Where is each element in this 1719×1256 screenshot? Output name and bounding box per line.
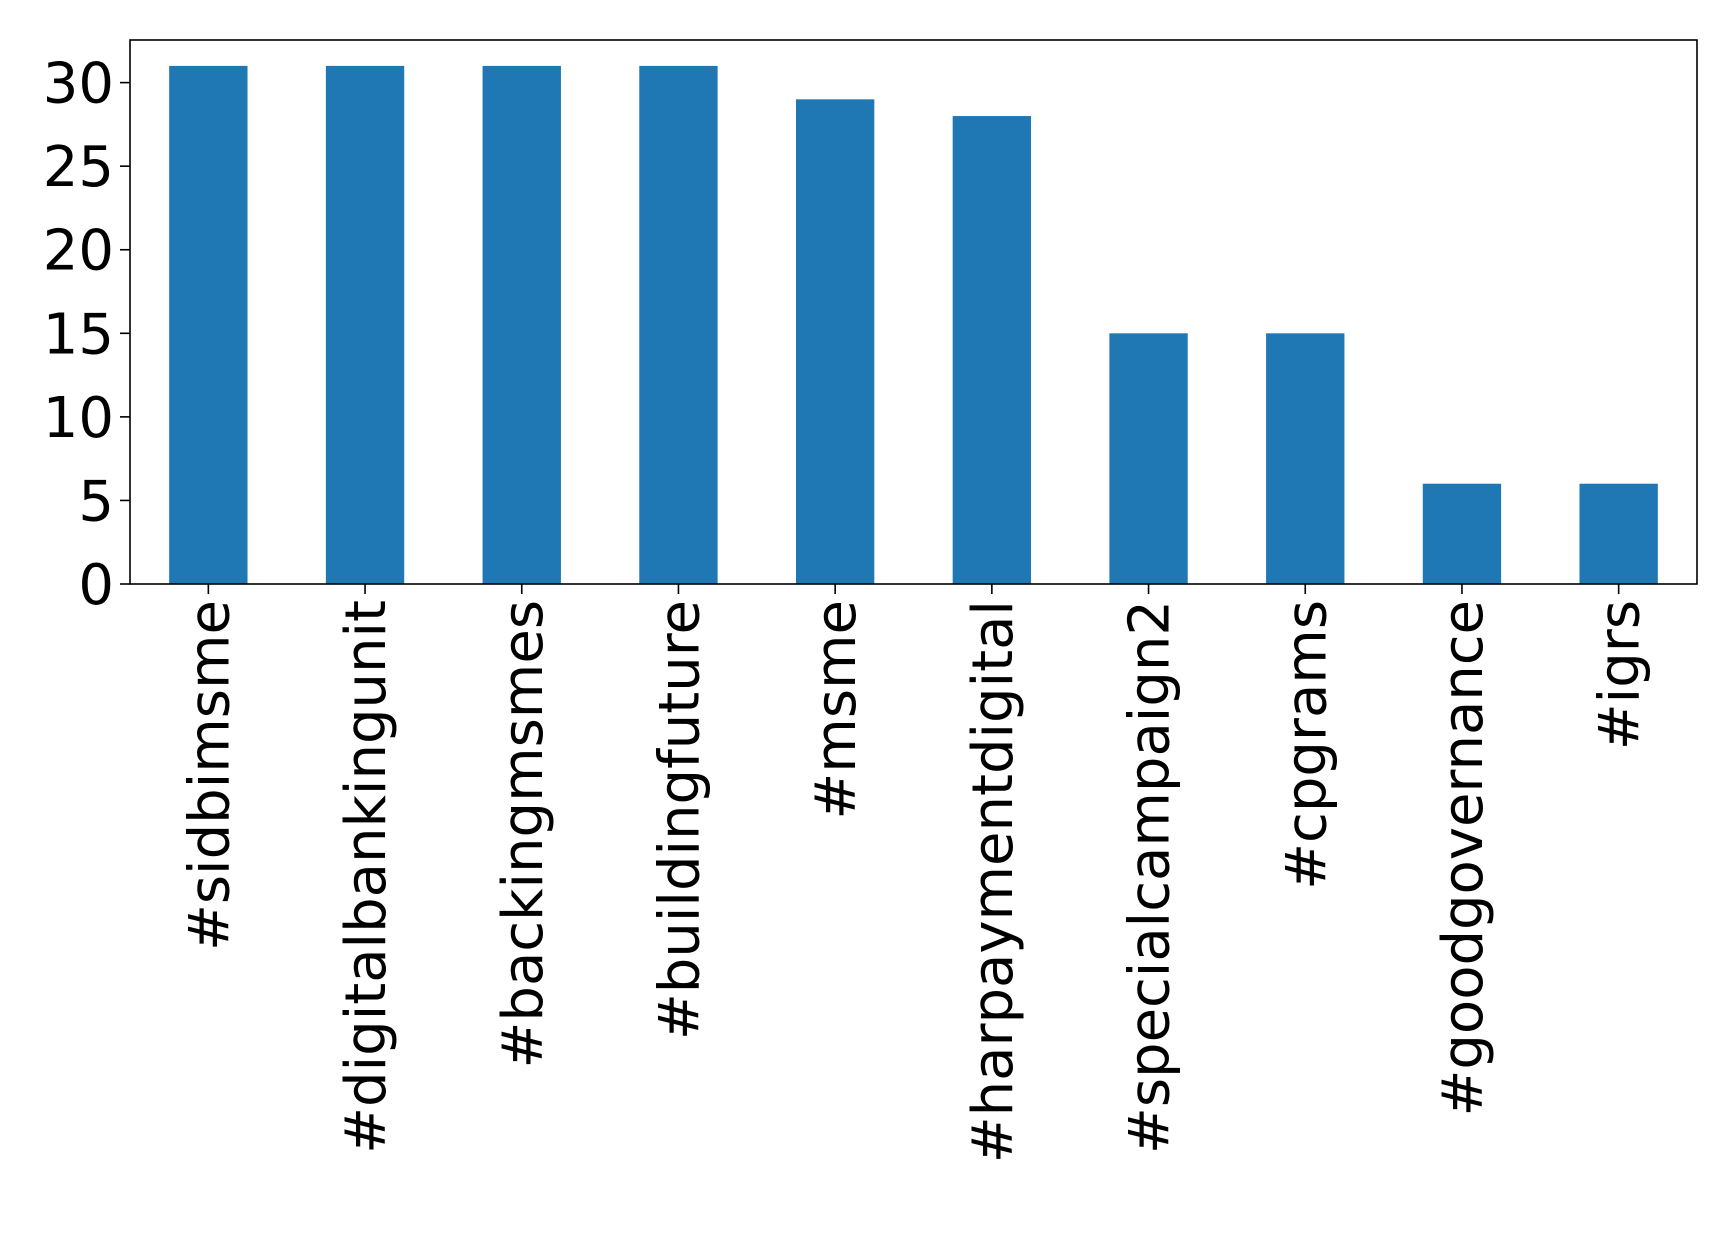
bar [1266,333,1345,584]
bar [1422,483,1502,584]
y-tick-label: 10 [43,386,114,451]
bar [952,116,1032,585]
bars-group [169,65,1658,585]
x-tick-label: #igrs [1588,600,1653,750]
bar [639,65,718,584]
x-tick-label: #cpgrams [1274,600,1339,890]
bar [169,65,248,584]
x-tick-label: #buildingfuture [647,600,712,1040]
bar [482,65,561,584]
bar [795,99,875,584]
x-tick-label: #sidbimsme [177,600,242,951]
y-tick-label: 15 [43,302,114,367]
x-tick-label: #msme [804,600,869,820]
plot-frame [129,39,1698,585]
bar [325,65,405,584]
y-axis: 0 5 10 15 20 25 30 [43,52,130,618]
y-tick-label: 25 [43,135,114,200]
y-tick-label: 30 [43,52,114,117]
x-tick-label: #specialcampaign2 [1118,600,1183,1154]
x-tick-label: #goodgovernance [1431,600,1496,1117]
y-tick-label: 5 [78,469,114,534]
y-tick-label: 0 [78,553,114,618]
x-axis: #sidbimsme #digitalbankingunit #backingmsm… [177,584,1653,1163]
bar [1579,483,1658,584]
x-tick-label: #backingmsmes [491,600,556,1069]
y-tick-label: 20 [43,219,114,284]
bar [1109,333,1188,584]
x-tick-label: #digitalbankingunit [334,600,399,1154]
x-tick-label: #harpaymentdigital [961,600,1026,1163]
